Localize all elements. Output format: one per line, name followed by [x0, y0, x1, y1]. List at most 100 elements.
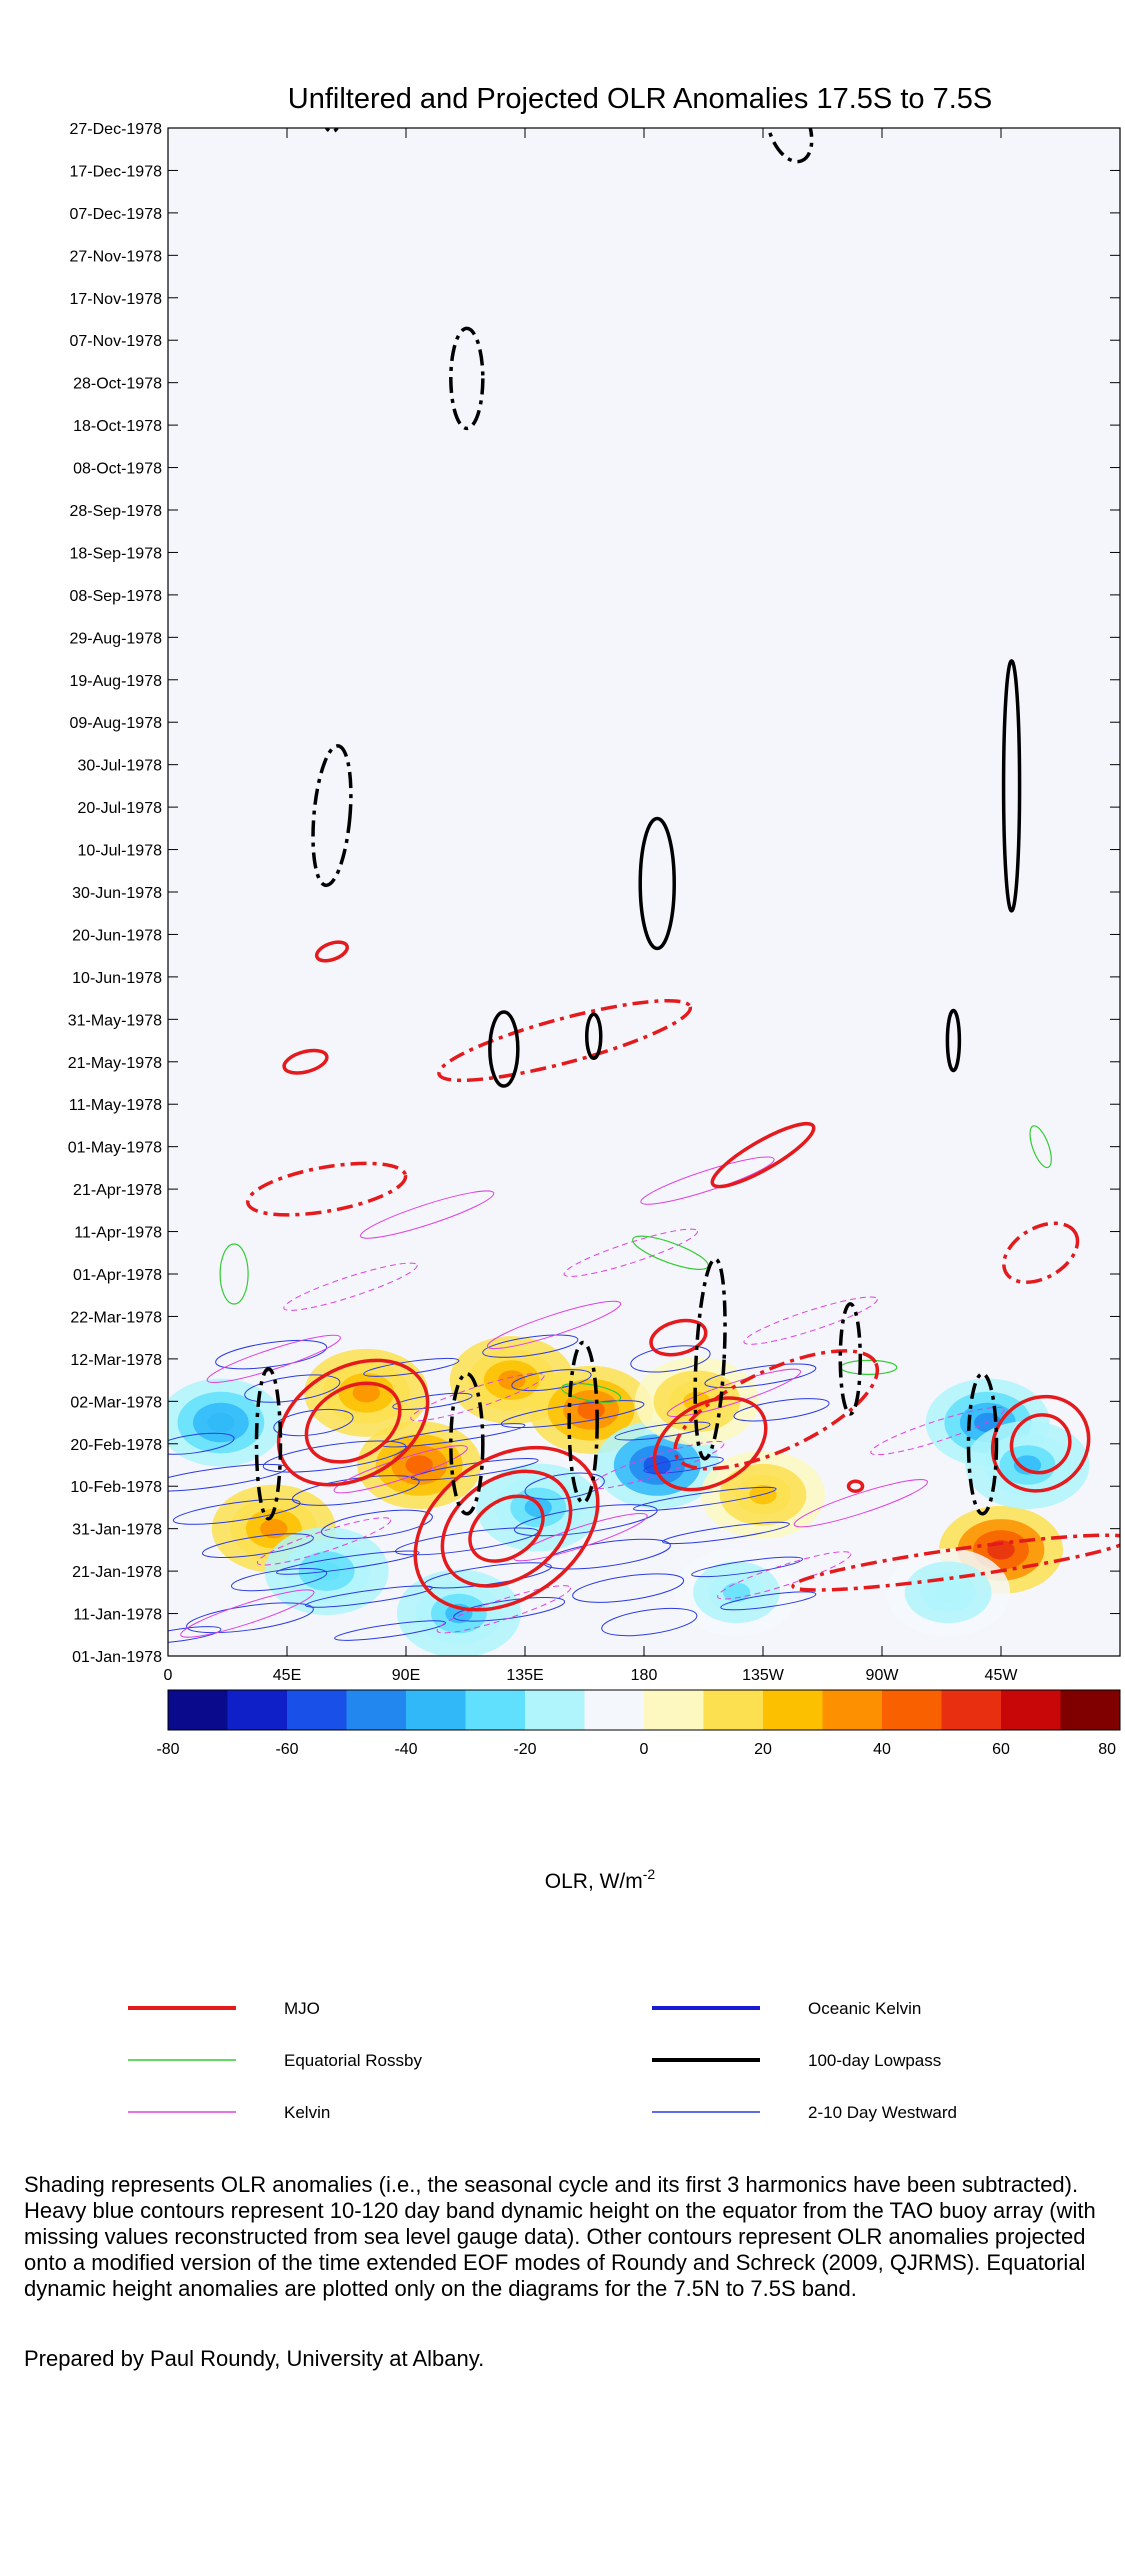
y-tick-label: 07-Nov-1978: [70, 333, 163, 350]
contour: [1001, 659, 1022, 913]
contour: [838, 1302, 863, 1416]
legend: MJO Equatorial Rossby Kelvin Oceanic Kelvin…: [128, 1999, 957, 2122]
contour: [180, 1589, 315, 1638]
contour: [1002, 1221, 1080, 1285]
contour: [413, 1445, 600, 1612]
contour: [743, 1296, 878, 1345]
colorbar-swatch: [763, 1690, 823, 1730]
contour: [392, 1392, 473, 1410]
anomaly-blob: [260, 1518, 288, 1539]
contour: [990, 1394, 1091, 1493]
contour: [201, 1533, 314, 1558]
colorbar-tick-label: 20: [754, 1741, 772, 1758]
y-tick-label: 07-Dec-1978: [70, 206, 163, 223]
contour: [791, 1533, 1120, 1592]
contour: [276, 1550, 420, 1575]
colorbar-swatch: [1001, 1690, 1061, 1730]
legend-label: Oceanic Kelvin: [808, 1999, 921, 2018]
contour: [304, 1381, 402, 1464]
y-tick-label: 30-Jul-1978: [78, 758, 163, 775]
contour: [488, 1010, 520, 1088]
y-tick-label: 19-Aug-1978: [69, 673, 162, 690]
x-tick-label: 135E: [506, 1667, 543, 1684]
legend-label: MJO: [284, 1999, 320, 2018]
legend-label: 2-10 Day Westward: [808, 2103, 957, 2122]
y-tick-label: 20-Feb-1978: [70, 1437, 162, 1454]
contour: [482, 1334, 579, 1358]
contour: [449, 1372, 485, 1516]
colorbar-swatch: [525, 1690, 585, 1730]
y-tick-label: 21-May-1978: [68, 1055, 162, 1072]
contour: [666, 1368, 802, 1417]
colorbar-label: OLR, W/m-2: [545, 1866, 656, 1893]
anomaly-blob: [405, 1455, 433, 1475]
y-tick-label: 01-Jan-1978: [72, 1649, 162, 1666]
contour: [215, 1339, 328, 1370]
x-tick-label: 90E: [392, 1667, 420, 1684]
anomaly-blob: [643, 1455, 671, 1475]
y-tick-label: 20-Jul-1978: [78, 800, 163, 817]
anomaly-blob: [524, 1497, 552, 1518]
contour: [283, 1262, 418, 1311]
contour: [733, 1398, 830, 1422]
contour: [1009, 1413, 1072, 1475]
y-tick-label: 22-Mar-1978: [70, 1309, 162, 1326]
contour: [231, 1567, 328, 1592]
colorbar: [167, 1689, 1121, 1731]
y-tick-label: 17-Nov-1978: [70, 291, 163, 308]
colorbar-tick-label: -20: [513, 1741, 536, 1758]
contour: [305, 1585, 433, 1608]
y-tick-label: 29-Aug-1978: [69, 630, 162, 647]
y-tick-label: 18-Oct-1978: [73, 418, 162, 435]
colorbar-swatch: [703, 1690, 764, 1730]
y-tick-label: 17-Dec-1978: [70, 163, 163, 180]
contour: [254, 1367, 283, 1521]
y-tick-label: 28-Oct-1978: [73, 376, 162, 393]
contour: [630, 1345, 711, 1373]
contour: [172, 1498, 301, 1525]
contour: [468, 1494, 545, 1563]
contour: [486, 1300, 622, 1350]
y-tick-label: 10-Jul-1978: [78, 843, 163, 860]
prepared-by: Prepared by Paul Roundy, University at A…: [24, 2346, 485, 2371]
colorbar-swatch: [882, 1690, 942, 1730]
contour: [870, 1406, 1005, 1456]
contour: [765, 128, 814, 164]
colorbar-swatch: [406, 1690, 466, 1730]
contour: [563, 1228, 698, 1277]
contour: [638, 816, 676, 951]
y-axis-dates: 01-Jan-1978 11-Jan-1978 21-Jan-1978 31-Jan-…: [68, 121, 1120, 1666]
contour: [314, 940, 349, 963]
contour: [320, 1509, 433, 1540]
legend-label: Kelvin: [284, 2103, 330, 2122]
contour: [673, 1349, 880, 1471]
x-tick-label: 135W: [742, 1667, 785, 1684]
contour: [514, 1504, 658, 1537]
contour: [524, 1472, 605, 1500]
contour: [585, 1012, 603, 1061]
anomaly-blob: [934, 1582, 962, 1603]
y-tick-label: 01-Apr-1978: [73, 1267, 162, 1284]
contour: [262, 1440, 407, 1473]
contour: [363, 1357, 460, 1377]
y-tick-label: 02-Mar-1978: [70, 1394, 162, 1411]
x-tick-label: 90W: [866, 1667, 900, 1684]
colorbar-tick-label: 40: [873, 1741, 891, 1758]
y-tick-label: 11-Jan-1978: [73, 1607, 162, 1624]
chart-title: Unfiltered and Projected OLR Anomalies 1…: [288, 83, 992, 115]
y-tick-label: 28-Sep-1978: [69, 503, 162, 520]
y-tick-label: 01-May-1978: [68, 1140, 162, 1157]
contour: [449, 326, 485, 431]
contour: [572, 1573, 685, 1603]
anomaly-blob: [1013, 1455, 1042, 1475]
y-tick-label: 21-Jan-1978: [72, 1564, 162, 1581]
y-tick-label: 20-Jun-1978: [72, 927, 162, 944]
colorbar-tick-label: 60: [992, 1741, 1010, 1758]
colorbar-swatch: [227, 1690, 288, 1730]
contour: [186, 1602, 314, 1634]
colorbar-tick-label: -60: [275, 1741, 298, 1758]
contour: [1029, 1125, 1052, 1169]
contour: [945, 1008, 962, 1073]
contour: [282, 1048, 329, 1075]
contour: [720, 1591, 817, 1611]
